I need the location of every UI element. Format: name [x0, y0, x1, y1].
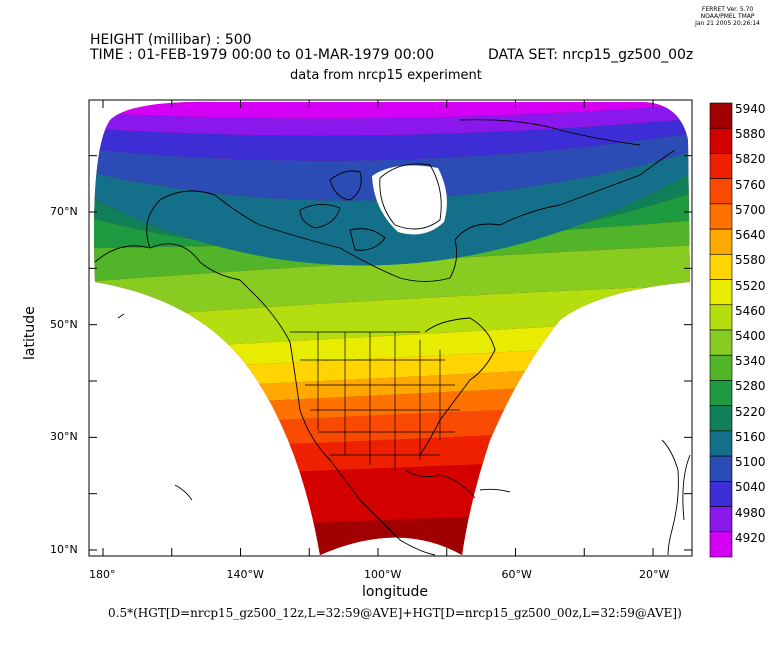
stamp-line-2: NOAA/PMEL TMAP: [700, 13, 755, 20]
x-axis-ticks: [102, 100, 654, 556]
colorbar-swatch-5100: [709, 455, 733, 482]
variable-title: HEIGHT (millibar) : 500: [90, 32, 252, 48]
x-tick-label: 180°: [89, 568, 116, 581]
colorbar-swatch-5700: [709, 203, 733, 230]
colorbar-swatch-5400: [709, 329, 733, 356]
colorbar-label: 5280: [735, 379, 766, 394]
colorbar-label: 5220: [735, 404, 766, 419]
dataset-name: DATA SET: nrcp15_gz500_00z: [488, 47, 694, 63]
colorbar-label: 5520: [735, 278, 766, 293]
colorbar-label: 5460: [735, 303, 766, 318]
x-tick-label: 140°W: [226, 568, 264, 581]
colorbar: [709, 102, 733, 558]
political-borders: [290, 331, 460, 470]
x-axis-label: longitude: [362, 584, 428, 600]
colorbar-swatch-5820: [709, 153, 733, 179]
colorbar-label: 5160: [735, 429, 766, 444]
y-tick-label: 10°N: [50, 543, 78, 556]
colorbar-swatch-5040: [709, 481, 733, 507]
colorbar-swatch-5640: [709, 228, 733, 255]
colorbar-label: 5820: [735, 152, 766, 167]
field-expression: 0.5*(HGT[D=nrcp15_gz500_12z,L=32:59@AVE]…: [108, 606, 682, 620]
colorbar-label: 5400: [735, 329, 766, 343]
colorbar-label: 5340: [735, 354, 766, 369]
colorbar-label: 4920: [735, 530, 766, 545]
colorbar-label: 4980: [735, 505, 766, 520]
field-band-5280: [94, 190, 690, 251]
x-tick-label: 100°W: [364, 568, 402, 581]
x-tick-label: 60°W: [501, 568, 532, 581]
y-tick-label: 50°N: [50, 317, 78, 331]
stamp-line-1: FERRET Ver. 5.70: [701, 6, 754, 13]
colorbar-label: 5760: [735, 177, 766, 192]
field-band-5460: [94, 285, 690, 352]
colorbar-label: 5100: [735, 455, 766, 470]
colorbar-swatch-5520: [709, 279, 733, 306]
field-band-5100: [94, 132, 690, 201]
colorbar-swatch-5880: [709, 127, 733, 154]
colorbar-swatch-5340: [709, 354, 733, 381]
field-band-4980: [94, 104, 690, 136]
colorbar-swatch-5760: [709, 178, 733, 205]
stamp-line-3: Jan 21 2005 20:26:14: [695, 20, 760, 27]
y-axis-label: latitude: [22, 306, 38, 360]
field-band-5400: [94, 245, 690, 320]
field-band-4920: [94, 101, 690, 119]
field-band-5040: [94, 118, 690, 161]
colorbar-swatch-5220: [709, 405, 733, 432]
y-tick-label: 30°N: [50, 430, 78, 444]
colorbar-swatch-5460: [709, 304, 733, 331]
colorbar-swatch-5280: [709, 380, 733, 406]
colorbar-label: 5040: [735, 480, 766, 495]
y-tick-label: 70°N: [50, 205, 78, 218]
x-tick-label: 20°W: [639, 568, 670, 581]
colorbar-label: 5880: [735, 127, 766, 142]
colorbar-label: 5640: [735, 228, 766, 243]
missing-data-region: [372, 165, 447, 235]
colorbar-swatch-4920: [709, 531, 733, 558]
plot-subtitle: data from nrcp15 experiment: [290, 68, 482, 83]
colorbar-label: 5940: [735, 102, 766, 116]
coastlines: [94, 119, 691, 556]
colorbar-label: 5700: [735, 202, 766, 217]
y-axis-ticks: [89, 155, 692, 551]
time-range: TIME : 01-FEB-1979 00:00 to 01-MAR-1979 …: [90, 47, 435, 63]
ferret-stamp: FERRET Ver. 5.70 NOAA/PMEL TMAP Jan 21 2…: [695, 6, 760, 27]
colorbar-swatch-4980: [709, 506, 733, 533]
colorbar-swatch-5160: [709, 430, 733, 457]
colorbar-label: 5580: [735, 253, 766, 268]
colorbar-swatch-5940: [709, 102, 733, 129]
colorbar-swatch-5580: [709, 254, 733, 280]
